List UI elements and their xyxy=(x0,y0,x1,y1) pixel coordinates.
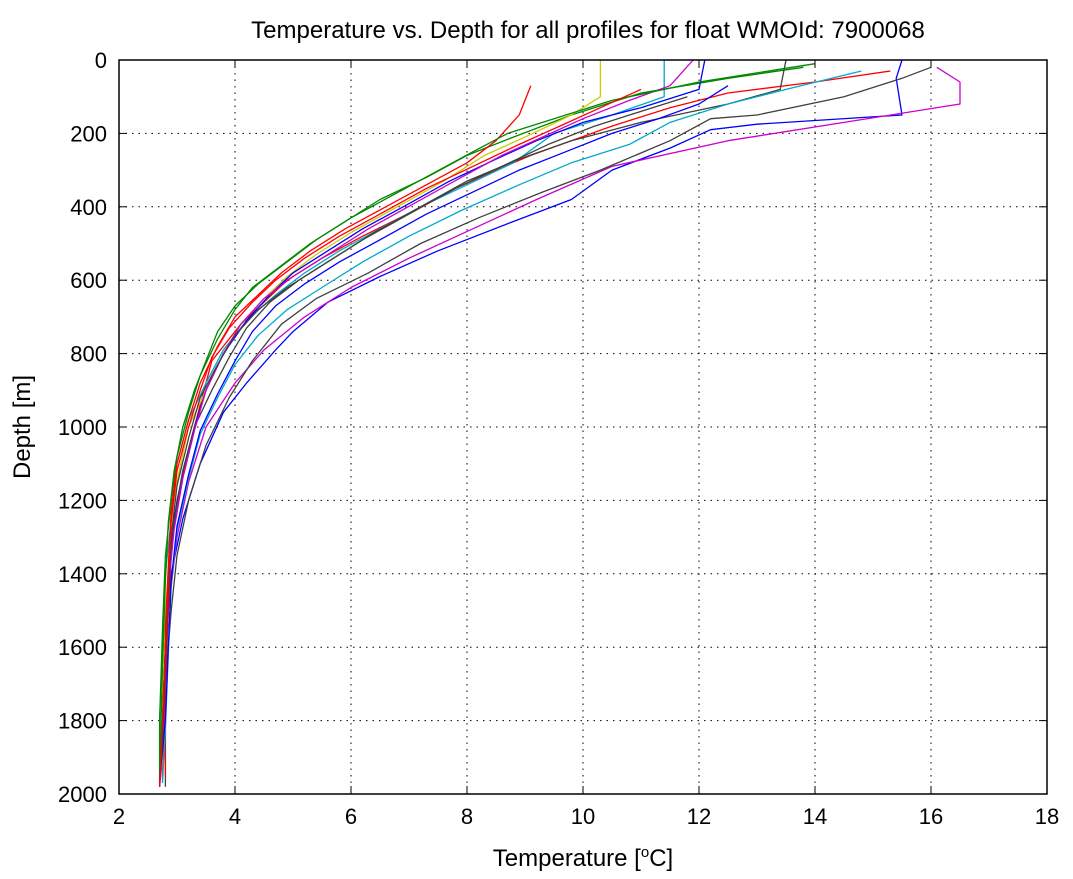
x-axis-label-superscript: o xyxy=(641,844,649,861)
y-tick-label: 1200 xyxy=(58,488,107,513)
y-tick-label: 400 xyxy=(70,195,107,220)
x-tick-label: 4 xyxy=(229,804,241,829)
profile-line xyxy=(158,88,642,787)
profile-lines xyxy=(158,59,961,787)
y-tick-label: 1600 xyxy=(58,635,107,660)
chart-title: Temperature vs. Depth for all profiles f… xyxy=(251,17,925,44)
x-tick-label: 14 xyxy=(803,804,827,829)
y-tick-label: 600 xyxy=(70,268,107,293)
x-tick-label: 6 xyxy=(345,804,357,829)
x-axis-label-suffix: C] xyxy=(649,845,673,872)
x-axis-label-main: Temperature [ xyxy=(493,845,641,872)
x-tick-label: 18 xyxy=(1035,804,1059,829)
y-axis-label: Depth [m] xyxy=(9,375,36,479)
x-tick-label: 8 xyxy=(461,804,473,829)
profile-line xyxy=(158,59,694,787)
profile-line xyxy=(158,63,816,776)
profile-line xyxy=(158,66,961,787)
y-tick-label: 2000 xyxy=(58,782,107,807)
grid-lines xyxy=(119,60,1047,794)
y-tick-label: 1400 xyxy=(58,562,107,587)
profile-line xyxy=(158,60,665,787)
x-axis-ticks: 2 4 6 8 10 12 14 16 18 xyxy=(113,60,1059,829)
x-tick-label: 2 xyxy=(113,804,125,829)
x-axis-label: Temperature [oC] xyxy=(493,844,673,872)
profile-line xyxy=(158,59,903,787)
profile-line xyxy=(158,85,729,780)
profile-line xyxy=(158,96,688,784)
y-axis-ticks: 0 200 400 600 800 1000 1200 1400 1600 1800 2000 xyxy=(58,48,1047,807)
y-tick-label: 1000 xyxy=(58,415,107,440)
x-tick-label: 10 xyxy=(571,804,595,829)
profile-line xyxy=(164,66,932,787)
y-tick-label: 200 xyxy=(70,121,107,146)
y-tick-label: 0 xyxy=(95,48,107,73)
y-tick-label: 800 xyxy=(70,342,107,367)
y-tick-label: 1800 xyxy=(58,709,107,734)
x-tick-label: 12 xyxy=(687,804,711,829)
x-tick-label: 16 xyxy=(919,804,943,829)
profile-line xyxy=(158,59,787,787)
